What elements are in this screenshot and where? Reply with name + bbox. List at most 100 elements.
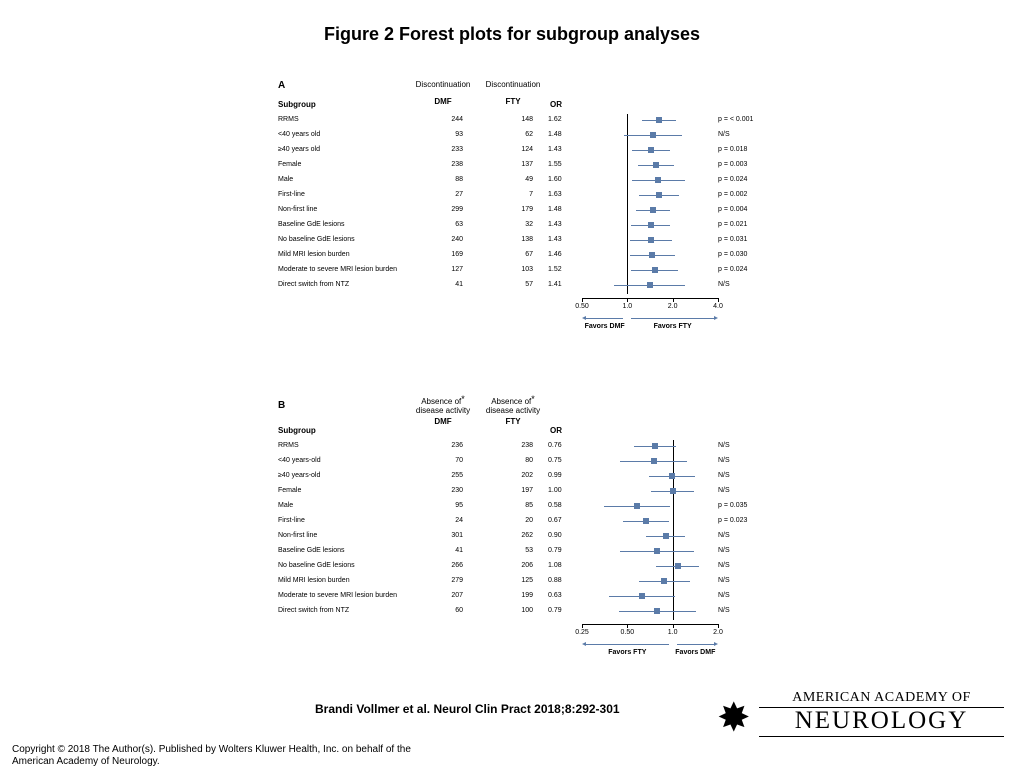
panel-a-col2-header: Discontinuation FTY [478,80,548,106]
subgroup-name: Direct switch from NTZ [278,607,428,614]
value-dmf: 27 [423,191,463,198]
subgroup-name: RRMS [278,116,428,123]
value-dmf: 230 [423,487,463,494]
value-dmf: 301 [423,532,463,539]
value-dmf: 41 [423,281,463,288]
or-header-a: OR [550,100,562,109]
col1-top2: disease activity [408,406,478,415]
subgroup-name: Moderate to severe MRI lesion burden [278,266,428,273]
odds-ratio: 1.52 [548,266,578,273]
p-value: p = 0.035 [718,502,768,509]
p-value: N/S [718,131,768,138]
tick-label: 0.50 [621,629,635,636]
value-fty: 125 [493,577,533,584]
odds-ratio: 1.43 [548,146,578,153]
logo-line1: AMERICAN ACADEMY OF [759,690,1004,706]
col2-bot: FTY [478,97,548,106]
table-row: Moderate to severe MRI lesion burden2071… [278,590,764,605]
value-dmf: 24 [423,517,463,524]
value-fty: 202 [493,472,533,479]
table-row: ≥40 years-old2552020.99N/S [278,470,764,485]
table-row: <40 years-old70800.75N/S [278,455,764,470]
value-fty: 49 [493,176,533,183]
tick-label: 2.0 [668,303,678,310]
value-fty: 148 [493,116,533,123]
odds-ratio: 1.00 [548,487,578,494]
subgroup-name: ≥40 years-old [278,472,428,479]
p-value: p = 0.003 [718,161,768,168]
col1-bot: DMF [408,417,478,426]
odds-ratio: 1.48 [548,206,578,213]
p-value: N/S [718,562,768,569]
favors-left-label: Favors FTY [582,649,673,656]
value-fty: 138 [493,236,533,243]
odds-ratio: 1.55 [548,161,578,168]
value-fty: 238 [493,442,533,449]
panel-b-col2-header: Absence of* disease activity FTY [478,396,548,426]
subgroup-name: <40 years old [278,131,428,138]
tick-label: 1.0 [668,629,678,636]
citation: Brandi Vollmer et al. Neurol Clin Pract … [315,702,620,716]
table-row: Male88491.60p = 0.024 [278,174,764,189]
panel-a-col1-header: Discontinuation DMF [408,80,478,106]
value-fty: 32 [493,221,533,228]
p-value: N/S [718,532,768,539]
tick-label: 0.25 [575,629,589,636]
subgroup-name: Mild MRI lesion burden [278,577,428,584]
subgroup-name: Baseline GdE lesions [278,547,428,554]
table-row: Female2301971.00N/S [278,485,764,500]
table-row: No baseline GdE lesions2401381.43p = 0.0… [278,234,764,249]
panel-a-label: A [278,80,285,91]
value-dmf: 255 [423,472,463,479]
p-value: N/S [718,457,768,464]
table-row: Female2381371.55p = 0.003 [278,159,764,174]
subgroup-name: <40 years-old [278,457,428,464]
table-row: <40 years old93621.48N/S [278,129,764,144]
table-row: Mild MRI lesion burden169671.46p = 0.030 [278,249,764,264]
subgroup-name: Moderate to severe MRI lesion burden [278,592,428,599]
star-icon: ✸ [717,698,751,738]
value-dmf: 266 [423,562,463,569]
logo-line2: NEUROLOGY [759,707,1004,735]
value-dmf: 279 [423,577,463,584]
p-value: p = 0.023 [718,517,768,524]
value-fty: 100 [493,607,533,614]
odds-ratio: 1.43 [548,236,578,243]
subgroup-name: No baseline GdE lesions [278,562,428,569]
col1-top: Absence of* [408,396,478,406]
value-fty: 53 [493,547,533,554]
panel-b-col1-header: Absence of* disease activity DMF [408,396,478,426]
value-fty: 80 [493,457,533,464]
odds-ratio: 0.79 [548,607,578,614]
table-row: Direct switch from NTZ41571.41N/S [278,279,764,294]
odds-ratio: 1.60 [548,176,578,183]
aan-logo: ✸ AMERICAN ACADEMY OF NEUROLOGY [759,690,1004,738]
odds-ratio: 0.79 [548,547,578,554]
value-dmf: 41 [423,547,463,554]
table-row: Non-first line2991791.48p = 0.004 [278,204,764,219]
col2-top2: disease activity [478,406,548,415]
odds-ratio: 1.46 [548,251,578,258]
odds-ratio: 1.63 [548,191,578,198]
p-value: N/S [718,592,768,599]
or-header-b: OR [550,426,562,435]
subgroup-name: ≥40 years old [278,146,428,153]
odds-ratio: 1.48 [548,131,578,138]
odds-ratio: 0.67 [548,517,578,524]
value-dmf: 60 [423,607,463,614]
p-value: p = 0.002 [718,191,768,198]
p-value: p = 0.031 [718,236,768,243]
value-fty: 197 [493,487,533,494]
odds-ratio: 0.76 [548,442,578,449]
p-value: N/S [718,442,768,449]
subgroup-name: Female [278,161,428,168]
value-fty: 62 [493,131,533,138]
col2-bot: FTY [478,417,548,426]
subgroup-name: Male [278,502,428,509]
value-fty: 85 [493,502,533,509]
value-fty: 199 [493,592,533,599]
value-dmf: 236 [423,442,463,449]
p-value: p = < 0.001 [718,116,768,123]
p-value: N/S [718,472,768,479]
odds-ratio: 1.62 [548,116,578,123]
